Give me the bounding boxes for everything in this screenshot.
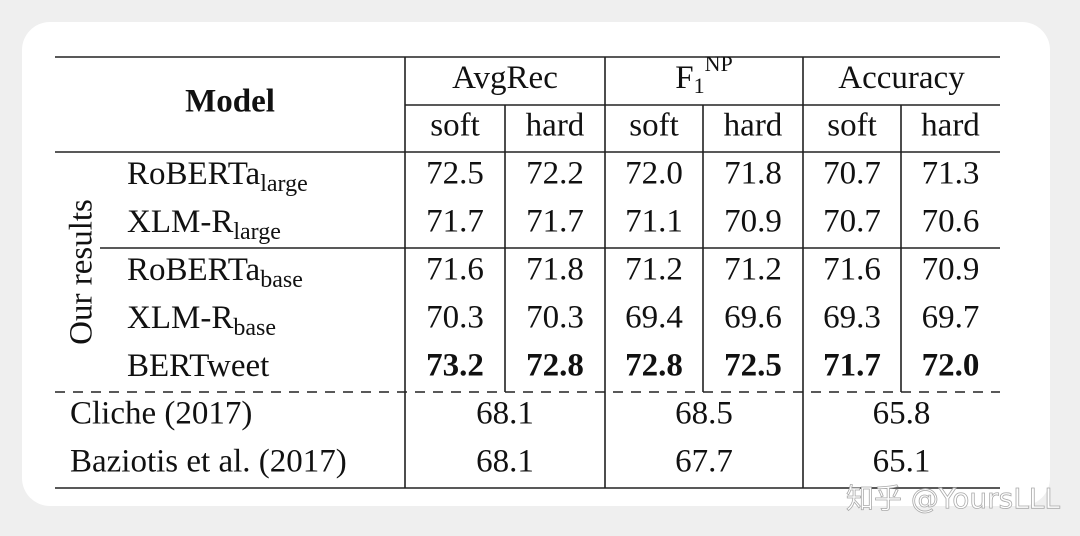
cell-value: 71.8 <box>526 252 584 288</box>
model-name-text: XLM-R <box>127 204 233 240</box>
model-name-sub: large <box>233 219 281 245</box>
model-name-text: RoBERTa <box>127 252 261 288</box>
cell-value: 68.5 <box>675 396 733 432</box>
model-name: XLM-Rlarge <box>127 204 281 245</box>
cell-value: 70.9 <box>922 252 980 288</box>
cell-value: 69.3 <box>823 300 881 336</box>
cell-value: 70.6 <box>922 204 980 240</box>
cell-value: 72.8 <box>526 348 584 384</box>
cell-value: 72.5 <box>724 348 782 384</box>
subheader: soft <box>430 108 480 144</box>
cell-value: 72.0 <box>922 348 980 384</box>
subheader: hard <box>921 108 980 144</box>
cell-value: 71.2 <box>625 252 683 288</box>
header-group-sup: NP <box>705 51 733 76</box>
model-name-text: XLM-R <box>127 300 233 336</box>
cell-value: 69.7 <box>922 300 980 336</box>
cell-value: 73.2 <box>426 348 484 384</box>
model-name-sub: base <box>260 267 303 293</box>
cell-value: 71.7 <box>526 204 584 240</box>
header-group: AvgRec <box>452 60 558 96</box>
model-name-sub: base <box>233 315 276 341</box>
header-group-text: Accuracy <box>838 60 965 96</box>
header-group: Accuracy <box>838 60 965 96</box>
subheader: soft <box>629 108 679 144</box>
model-name-sub: large <box>260 171 308 197</box>
model-name: RoBERTabase <box>127 252 303 293</box>
model-name: BERTweet <box>127 348 269 384</box>
model-name: RoBERTalarge <box>127 156 308 197</box>
cell-value: 68.1 <box>476 396 534 432</box>
cell-value: 72.0 <box>625 156 683 192</box>
subheader: hard <box>724 108 783 144</box>
cell-value: 65.8 <box>873 396 931 432</box>
cell-value: 71.2 <box>724 252 782 288</box>
cell-value: 72.8 <box>625 348 683 384</box>
cell-value: 71.7 <box>426 204 484 240</box>
cell-value: 71.6 <box>426 252 484 288</box>
cell-value: 67.7 <box>675 444 733 480</box>
cell-value: 70.7 <box>823 156 881 192</box>
cell-value: 70.3 <box>526 300 584 336</box>
cell-value: 70.7 <box>823 204 881 240</box>
model-name-text: RoBERTa <box>127 156 261 192</box>
subheader: hard <box>526 108 585 144</box>
cell-value: 69.4 <box>625 300 683 336</box>
cell-value: 70.3 <box>426 300 484 336</box>
cell-value: 65.1 <box>873 444 931 480</box>
model-name-text: BERTweet <box>127 348 269 384</box>
group-label: Our results <box>64 199 100 345</box>
header-model: Model <box>185 84 275 120</box>
header-group-sub: 1 <box>694 73 705 98</box>
model-name: XLM-Rbase <box>127 300 276 341</box>
subheader: soft <box>827 108 877 144</box>
cell-value: 71.3 <box>922 156 980 192</box>
cell-value: 71.1 <box>625 204 683 240</box>
baseline-name: Baziotis et al. (2017) <box>70 444 347 480</box>
cell-value: 72.5 <box>426 156 484 192</box>
cell-value: 70.9 <box>724 204 782 240</box>
watermark: 知乎 @YoursLLL <box>846 482 1060 515</box>
cell-value: 69.6 <box>724 300 782 336</box>
cell-value: 68.1 <box>476 444 534 480</box>
header-group-text: AvgRec <box>452 60 558 96</box>
header-group-text: F <box>675 60 693 96</box>
cell-value: 71.7 <box>823 348 881 384</box>
cell-value: 71.6 <box>823 252 881 288</box>
baseline-name: Cliche (2017) <box>70 396 252 432</box>
cell-value: 71.8 <box>724 156 782 192</box>
header-group: F1NP <box>675 51 732 98</box>
card <box>22 22 1050 506</box>
cell-value: 72.2 <box>526 156 584 192</box>
